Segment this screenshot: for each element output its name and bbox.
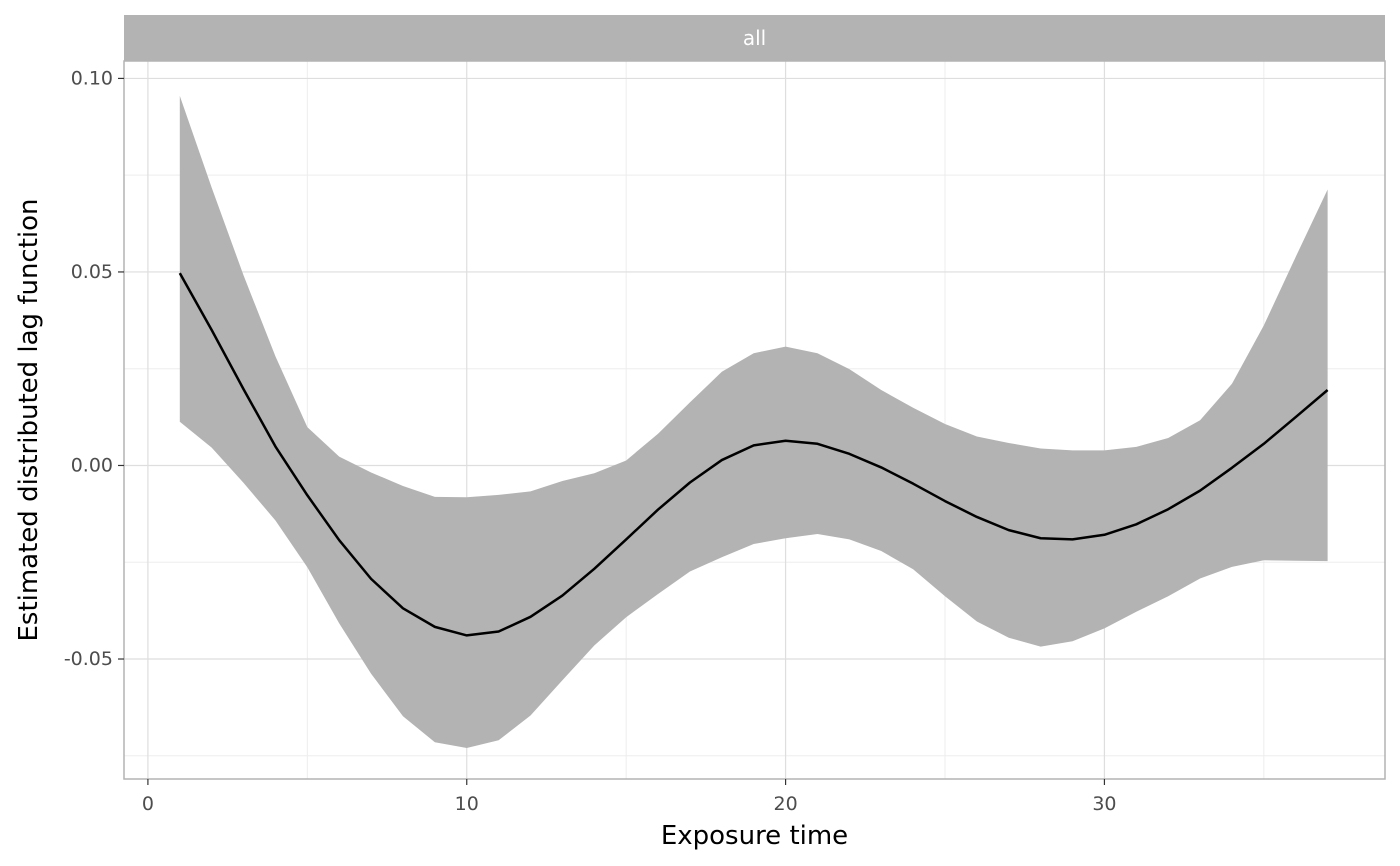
facet-strip-background	[124, 15, 1385, 61]
x-axis-ticks: 0 10 20 30	[142, 779, 1117, 815]
estimate-line	[178, 272, 1329, 637]
estimate-line-layer	[178, 272, 1329, 637]
y-tick-label: 0.05	[71, 261, 113, 283]
facet-strip-label: all	[743, 26, 766, 50]
confidence-band	[179, 95, 1328, 749]
facet-strip: all	[124, 15, 1385, 61]
y-tick-label: 0.00	[71, 454, 113, 476]
y-tick-label: 0.10	[71, 67, 113, 89]
confidence-band-layer	[179, 95, 1328, 749]
x-tick-label: 30	[1092, 793, 1116, 815]
x-tick-label: 0	[142, 793, 154, 815]
y-tick-label: -0.05	[64, 648, 113, 670]
x-tick-label: 20	[773, 793, 797, 815]
x-tick-label: 10	[455, 793, 479, 815]
x-axis-title: Exposure time	[661, 821, 848, 851]
y-axis-ticks: -0.05 0.00 0.05 0.10	[64, 67, 124, 670]
y-axis-title: Estimated distributed lag function	[14, 198, 44, 641]
